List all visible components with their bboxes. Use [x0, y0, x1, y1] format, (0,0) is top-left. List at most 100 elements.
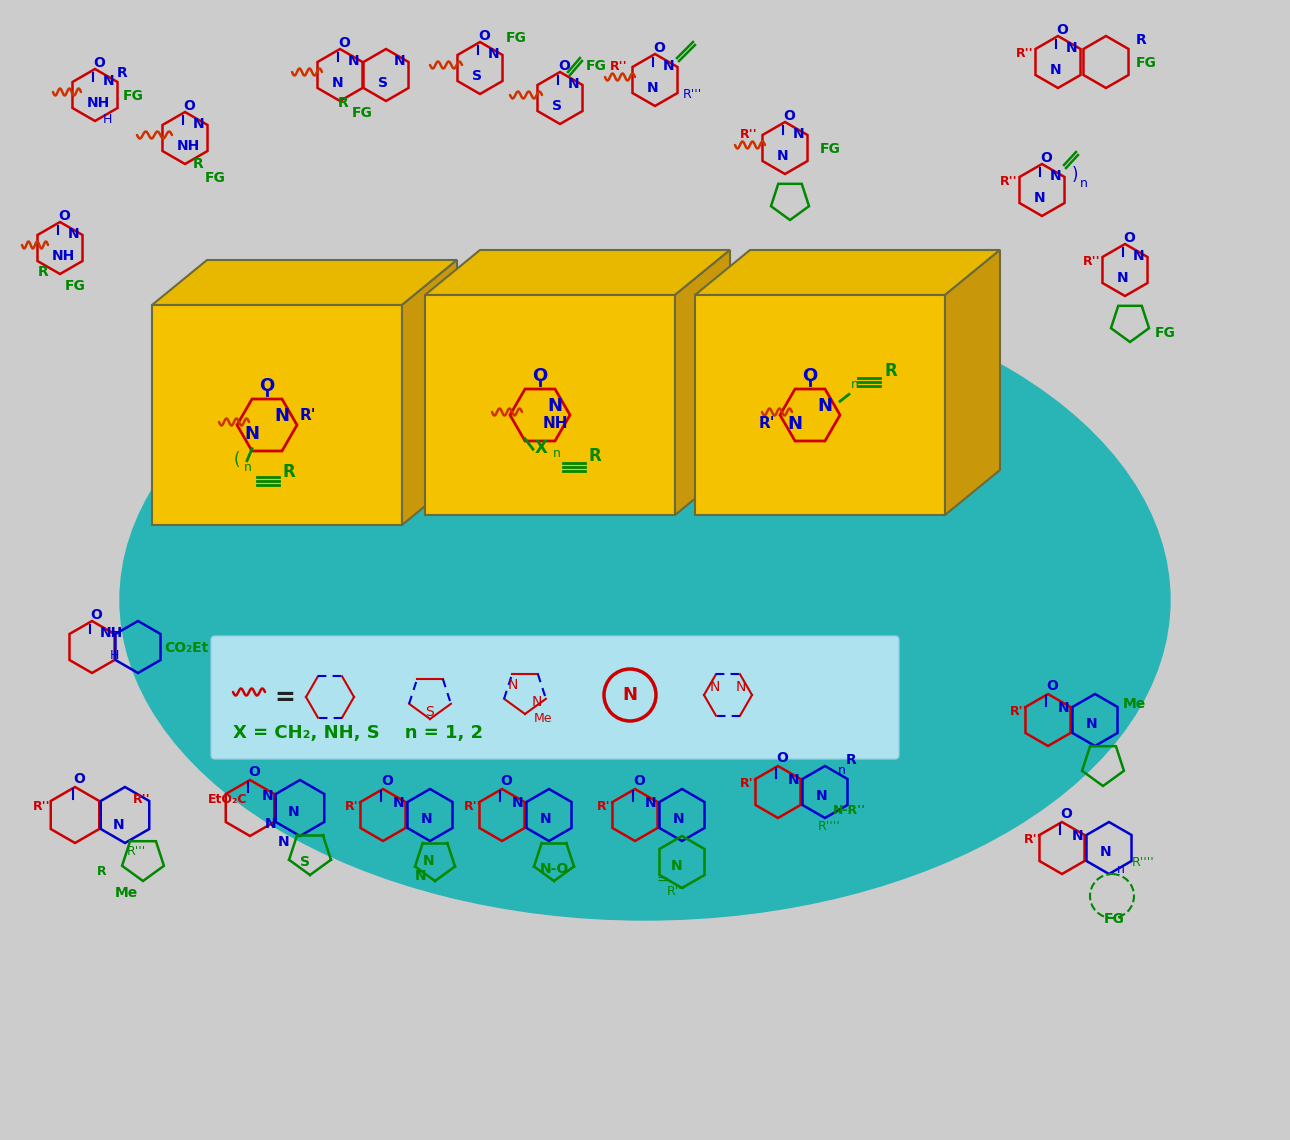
Text: X: X: [535, 439, 548, 457]
Text: O: O: [183, 99, 195, 113]
Text: O: O: [259, 377, 275, 394]
Text: N: N: [1072, 829, 1084, 842]
Text: R: R: [97, 865, 107, 878]
Text: N: N: [1133, 249, 1144, 263]
Text: O: O: [633, 774, 645, 788]
Text: R'': R'': [740, 128, 757, 141]
Text: R'': R'': [610, 60, 628, 73]
Text: R'': R'': [344, 800, 362, 813]
Text: O: O: [777, 751, 788, 765]
Polygon shape: [675, 250, 730, 515]
Text: N: N: [348, 54, 360, 68]
Text: S: S: [472, 70, 482, 83]
Text: N: N: [710, 679, 720, 694]
Text: N: N: [288, 805, 299, 819]
Text: R'': R'': [1017, 47, 1033, 60]
Text: O: O: [248, 765, 259, 779]
Text: R: R: [590, 447, 601, 465]
Text: FG: FG: [123, 89, 144, 103]
Text: NH: NH: [542, 416, 568, 431]
Text: N: N: [1050, 63, 1062, 78]
Text: O: O: [1060, 807, 1072, 821]
Text: FG: FG: [820, 142, 841, 156]
Text: N: N: [788, 773, 800, 787]
Text: R: R: [1136, 33, 1147, 47]
Text: R': R': [301, 408, 316, 423]
Text: S: S: [301, 855, 310, 869]
Text: R: R: [846, 754, 857, 767]
Text: R'': R'': [464, 800, 481, 813]
Text: R: R: [117, 66, 128, 80]
Text: O: O: [74, 772, 85, 785]
Text: FG: FG: [1104, 912, 1125, 926]
Text: N: N: [531, 695, 542, 709]
Text: n: n: [850, 378, 858, 391]
Text: N: N: [673, 812, 685, 826]
Text: R'': R'': [1000, 176, 1018, 188]
Text: FG: FG: [352, 106, 373, 120]
Text: N: N: [1050, 169, 1062, 184]
Text: NH: NH: [86, 96, 110, 109]
Text: N: N: [793, 127, 805, 141]
Text: N: N: [275, 407, 289, 425]
Polygon shape: [695, 250, 1000, 295]
Text: O: O: [802, 367, 818, 385]
Text: R''': R''': [126, 845, 146, 858]
Text: R'''': R'''': [1133, 856, 1155, 869]
Text: N: N: [508, 678, 519, 692]
Text: O: O: [90, 608, 102, 622]
Text: N: N: [332, 76, 343, 90]
Text: R'': R'': [34, 800, 50, 813]
Text: O: O: [559, 59, 570, 73]
Text: N: N: [68, 227, 80, 241]
Text: N: N: [623, 686, 637, 705]
Text: N: N: [1058, 701, 1069, 715]
Text: EtO₂C: EtO₂C: [208, 793, 248, 806]
Text: FG: FG: [1155, 326, 1176, 340]
Text: N: N: [103, 74, 115, 88]
Text: S: S: [378, 76, 388, 90]
Text: O: O: [783, 109, 795, 123]
Text: O: O: [1040, 150, 1051, 165]
Text: O: O: [479, 28, 490, 43]
Text: X = CH₂, NH, S    n = 1, 2: X = CH₂, NH, S n = 1, 2: [233, 724, 484, 742]
Polygon shape: [695, 295, 946, 515]
Text: N: N: [671, 860, 682, 873]
Text: NH: NH: [52, 249, 75, 263]
Text: O: O: [1046, 679, 1058, 693]
Text: S: S: [552, 99, 562, 113]
Text: O: O: [58, 209, 70, 223]
Text: O: O: [501, 774, 512, 788]
Text: S: S: [426, 705, 435, 719]
Text: Me: Me: [1124, 697, 1147, 711]
Text: R'': R'': [1084, 255, 1100, 268]
Text: N: N: [421, 812, 432, 826]
Text: R: R: [338, 96, 348, 109]
Text: R'''': R'''': [818, 820, 841, 833]
Text: N: N: [645, 796, 657, 811]
Text: O: O: [1124, 231, 1135, 245]
Text: N: N: [279, 834, 290, 849]
Text: N: N: [541, 812, 552, 826]
Text: H: H: [110, 649, 120, 662]
Text: O: O: [533, 367, 548, 385]
Text: N: N: [488, 47, 499, 62]
Text: R'': R'': [133, 793, 151, 806]
Text: N: N: [777, 149, 788, 163]
Text: N-O: N-O: [541, 862, 569, 876]
Text: n: n: [553, 447, 561, 459]
Text: N: N: [423, 854, 435, 868]
Text: R'': R'': [1010, 705, 1028, 718]
FancyBboxPatch shape: [212, 636, 899, 759]
Text: R: R: [194, 157, 204, 171]
Text: N: N: [393, 796, 405, 811]
Text: R': R': [759, 416, 775, 431]
Text: N: N: [415, 869, 427, 884]
Text: NH: NH: [177, 139, 200, 153]
Text: N: N: [818, 398, 832, 415]
Polygon shape: [946, 250, 1000, 515]
Text: N: N: [114, 819, 125, 832]
Text: n: n: [838, 764, 846, 777]
Text: NH: NH: [101, 626, 124, 640]
Polygon shape: [402, 260, 457, 526]
